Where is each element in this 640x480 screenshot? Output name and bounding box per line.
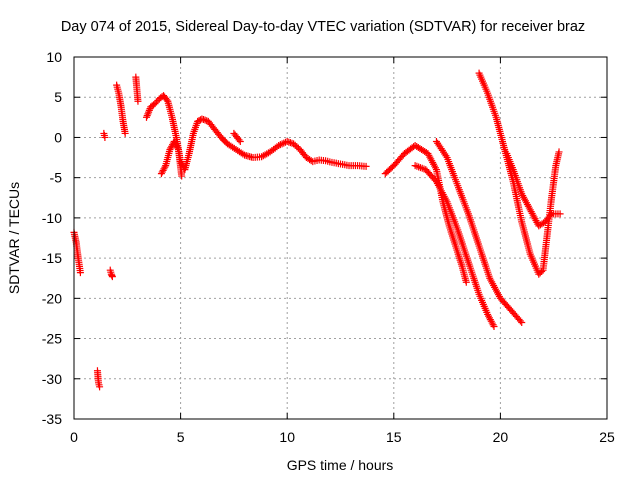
data-point — [96, 383, 104, 391]
series-arc-10 — [381, 141, 470, 286]
data-point — [172, 141, 180, 149]
data-point — [167, 144, 175, 152]
data-point — [275, 141, 283, 149]
x-axis-label: GPS time / hours — [287, 457, 394, 473]
x-tick-label: 15 — [386, 429, 402, 445]
x-tick-label: 10 — [279, 429, 295, 445]
data-point — [201, 116, 209, 124]
series-arc-7 — [142, 92, 370, 174]
data-point — [200, 116, 208, 124]
data-point — [163, 96, 171, 104]
y-tick-label: -30 — [42, 371, 62, 387]
data-point — [134, 97, 142, 105]
data-point — [121, 129, 129, 137]
data-points — [70, 69, 564, 391]
data-point — [101, 133, 109, 141]
data-point — [546, 211, 554, 219]
data-point — [276, 141, 284, 149]
y-axis-label: SDTVAR / TECUs — [6, 182, 22, 294]
x-tick-label: 5 — [177, 429, 185, 445]
data-point — [235, 136, 243, 144]
series-arc-6 — [132, 73, 142, 105]
series-arc-12 — [432, 137, 526, 326]
series-arc-9 — [230, 129, 244, 145]
x-tick-label: 25 — [599, 429, 615, 445]
data-point — [283, 137, 291, 145]
grid-lines — [74, 57, 607, 419]
x-tick-label: 20 — [493, 429, 509, 445]
data-point — [166, 146, 174, 154]
y-tick-label: -10 — [42, 210, 62, 226]
y-tick-label: -20 — [42, 290, 62, 306]
data-point — [538, 268, 546, 276]
data-point — [108, 273, 116, 281]
data-point — [236, 137, 244, 145]
y-tick-label: 0 — [54, 129, 62, 145]
y-tick-label: 10 — [46, 49, 62, 65]
data-point — [462, 278, 470, 286]
x-tick-label: 0 — [70, 429, 78, 445]
series-arc-1 — [70, 228, 84, 277]
data-point — [286, 139, 294, 147]
data-point — [285, 138, 293, 146]
data-point — [556, 210, 564, 218]
data-point — [490, 322, 498, 330]
data-point — [76, 269, 84, 277]
data-point — [280, 139, 288, 147]
y-tick-label: -15 — [42, 250, 62, 266]
data-point — [489, 321, 497, 329]
data-point — [161, 163, 169, 171]
data-point — [198, 115, 206, 123]
data-point — [518, 318, 526, 326]
y-tick-label: -25 — [42, 331, 62, 347]
data-point — [555, 148, 563, 156]
series-arc-14 — [503, 150, 564, 230]
y-tick-label: -35 — [42, 411, 62, 427]
y-tick-label: 5 — [54, 89, 62, 105]
data-point — [170, 137, 178, 145]
series-arc-3 — [100, 129, 109, 141]
series-arc-4 — [106, 266, 116, 281]
data-point — [171, 139, 179, 147]
data-point — [178, 172, 186, 180]
series-arc-5 — [113, 81, 129, 137]
series-arc-8 — [157, 137, 186, 180]
data-point — [157, 170, 165, 178]
y-tick-label: -5 — [50, 170, 63, 186]
data-point — [158, 168, 166, 176]
series-arc-2 — [93, 367, 104, 391]
series-arc-11 — [411, 162, 498, 330]
data-point — [239, 150, 247, 158]
data-point — [278, 140, 286, 148]
data-point — [160, 165, 168, 173]
data-point — [174, 144, 182, 152]
data-point — [159, 166, 167, 174]
plot-frame — [73, 56, 608, 420]
chart-title: Day 074 of 2015, Sidereal Day-to-day VTE… — [61, 19, 585, 35]
data-point — [173, 142, 181, 150]
data-point — [362, 162, 370, 170]
series-arc-13 — [475, 69, 563, 278]
data-point — [516, 317, 524, 325]
